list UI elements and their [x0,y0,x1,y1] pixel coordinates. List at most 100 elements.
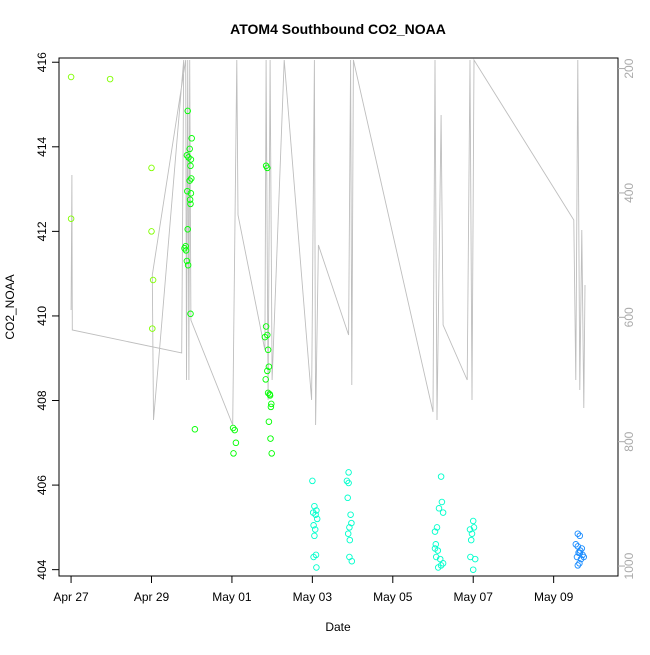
data-point-series-2 [187,190,195,197]
data-point-series-4 [576,547,584,554]
data-point-series-2 [187,310,194,318]
y-tick-label: 406 [35,475,49,495]
data-point-series-2 [265,363,273,370]
x-tick-label: Apr 27 [53,590,89,604]
y-tick-label: 404 [35,559,49,579]
data-point-series-2 [264,346,272,354]
data-point-series-4 [572,541,580,548]
data-point-series-2 [265,418,273,425]
data-point-series-2 [188,175,195,182]
y2-tick-label: 200 [622,58,636,78]
pressure-trace-layer [70,58,586,426]
data-point-series-3 [432,553,440,561]
data-point-series-3 [313,515,321,523]
data-point-series-3 [312,511,319,518]
data-point-series-2 [267,403,275,411]
data-point-series-3 [344,530,352,537]
data-point-series-3 [313,564,320,571]
data-point-series-3 [468,530,476,537]
data-point-series-4 [574,562,582,569]
chart-title: ATOM4 Southbound CO2_NOAA [230,21,446,37]
data-point-series-3 [313,507,320,514]
data-point-series-3 [435,505,443,512]
data-point-series-2 [191,426,199,433]
data-point-series-2 [229,424,237,432]
data-point-series-3 [345,479,352,487]
data-point-series-1 [149,325,156,332]
data-point-series-3 [432,541,440,548]
data-point-series-3 [434,547,442,554]
data-point-series-3 [347,511,354,518]
data-point-series-2 [261,333,269,341]
data-point-series-1 [106,75,114,83]
pressure-trace-line [70,58,586,426]
data-point-series-3 [346,524,353,531]
axes-layer: Apr 27 Apr 29 May 01 May 03 May 05 May 07 May … [35,52,636,604]
data-point-series-1 [67,215,75,222]
data-point-series-2 [183,257,191,265]
data-point-series-2 [262,323,270,330]
y-tick-label: 408 [35,390,49,410]
data-point-series-2 [232,439,240,447]
x-tick-label: May 09 [534,590,574,604]
data-point-series-4 [573,553,581,561]
y-tick-label: 416 [35,52,49,72]
data-point-series-2 [264,164,271,172]
data-point-series-3 [310,522,317,529]
data-point-series-2 [266,390,273,398]
data-point-series-2 [230,450,237,457]
data-point-series-1 [148,164,155,172]
y2-tick-label: 1000 [622,552,636,579]
y2-tick-label: 400 [622,183,636,203]
y-tick-label: 410 [35,306,49,326]
data-point-series-3 [467,536,475,544]
data-point-series-3 [345,469,352,476]
data-point-series-3 [470,524,478,531]
data-point-series-2 [184,261,192,269]
data-point-series-2 [268,400,275,408]
data-point-series-1 [148,228,155,235]
data-point-series-2 [184,226,191,233]
data-point-series-2 [183,152,191,159]
data-point-series-2 [187,200,194,208]
scatter-points-layer [67,73,588,573]
y2-tick-label: 800 [622,431,636,451]
data-point-series-3 [438,498,446,506]
data-point-series-2 [184,187,191,195]
data-point-series-3 [469,517,477,525]
data-point-series-2 [268,450,275,457]
data-point-series-4 [577,555,585,563]
y2-tick-label: 600 [622,307,636,327]
data-point-series-1 [149,276,157,284]
data-point-series-3 [471,555,479,563]
data-point-series-3 [433,524,441,531]
data-point-series-3 [344,494,351,502]
data-point-series-2 [182,247,190,254]
x-tick-label: May 07 [454,590,494,604]
data-point-series-2 [187,162,194,170]
data-point-series-3 [310,553,317,561]
data-point-series-3 [439,509,447,516]
data-point-series-3 [346,536,354,544]
data-point-series-3 [466,526,474,533]
data-point-series-2 [231,426,238,434]
data-point-series-3 [311,532,318,540]
data-point-series-2 [188,135,195,142]
data-point-series-3 [311,526,319,533]
data-point-series-3 [431,528,439,535]
x-tick-label: May 03 [293,590,333,604]
data-point-series-2 [187,156,195,163]
data-point-series-2 [186,196,194,203]
data-point-series-3 [434,564,442,571]
data-point-series-3 [437,473,445,480]
data-point-series-4 [576,560,583,567]
data-point-series-2 [181,245,188,252]
data-point-series-3 [348,557,356,565]
data-point-series-4 [574,530,582,537]
data-point-series-4 [578,545,586,552]
data-point-series-2 [264,367,271,375]
data-point-series-4 [576,532,584,540]
